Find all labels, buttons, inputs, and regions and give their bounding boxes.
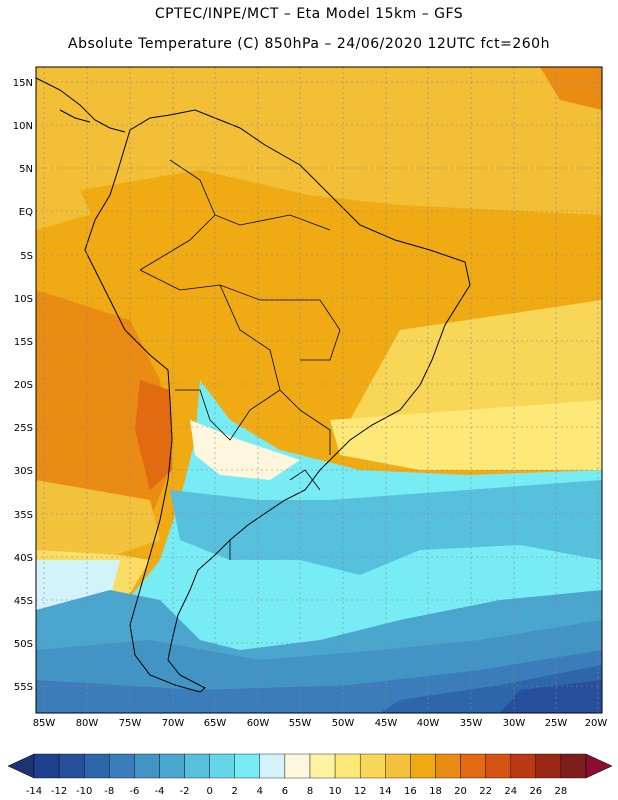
lat-label: 10S [14,294,33,305]
colorbar-label: 14 [379,786,392,797]
south-america-coastline [84,109,471,693]
colorbar: -14 -12 -10 -8 -6 -4 -2 0 2 4 6 8 10 12 14 16 18 20 22 24 26… [7,753,613,797]
temperature-field [36,67,602,713]
lat-label: 40S [14,553,33,564]
colorbar-swatch [334,753,361,779]
colorbar-swatch [284,753,311,779]
colorbar-label: 6 [282,786,288,797]
lon-label: 85W [33,718,56,729]
lat-label: 15N [13,78,33,89]
lat-label: 55S [14,682,33,693]
lon-label: 30W [503,718,526,729]
colorbar-swatch [460,753,486,779]
colorbar-swatch [485,753,511,779]
colorbar-label: 28 [555,786,568,797]
colorbar-swatch [234,753,261,779]
colorbar-label: 12 [354,786,367,797]
colorbar-swatch [134,753,160,779]
colorbar-swatch [435,753,461,779]
colorbar-label: -6 [129,786,139,797]
lon-label: 70W [162,718,185,729]
lon-label: 75W [119,718,142,729]
colorbar-swatch [159,753,185,779]
colorbar-label: 16 [404,786,417,797]
lon-label: 80W [76,718,99,729]
colorbar-swatch [184,753,210,779]
colorbar-swatch [359,753,386,779]
lat-label: 10N [13,121,33,132]
colorbar-swatch [535,753,562,779]
lat-label: 5N [19,164,33,175]
lon-label: 55W [289,718,312,729]
lon-label: 35W [460,718,483,729]
colorbar-swatch [209,753,235,779]
colorbar-label: 2 [232,786,238,797]
lat-label: 35S [14,510,33,521]
colorbar-label: 26 [529,786,542,797]
country-borders [139,159,341,560]
lat-label: 50S [14,639,33,650]
lon-label: 40W [417,718,440,729]
colorbar-label: -4 [154,786,164,797]
colorbar-swatch [510,753,537,779]
map-title: CPTEC/INPE/MCT – Eta Model 15km – GFS [154,6,464,22]
lat-label: EQ [19,207,33,218]
colorbar-label: 24 [504,786,517,797]
colorbar-under-triangle [7,753,35,779]
map-frame [35,66,603,714]
colorbar-label: -2 [180,786,190,797]
colorbar-label: 18 [429,786,442,797]
colorbar-swatch [385,753,411,779]
lat-label: 45S [14,596,33,607]
colorbar-label: 22 [479,786,492,797]
central-america-coastline [35,77,126,133]
lat-label: 15S [14,337,33,348]
colorbar-label: -8 [104,786,114,797]
lat-label: 25S [14,423,33,434]
colorbar-swatch [560,753,587,779]
colorbar-label: -12 [51,786,67,797]
colorbar-swatch [410,753,436,779]
lon-label: 65W [204,718,227,729]
graticule [36,67,602,713]
colorbar-label: 4 [257,786,263,797]
colorbar-swatch [109,753,135,779]
lon-label: 20W [585,718,608,729]
lon-label: 60W [247,718,270,729]
map-subtitle: Absolute Temperature (C) 850hPa – 24/06/… [68,36,550,52]
lat-label: 20S [14,380,33,391]
colorbar-swatch [259,753,286,779]
lon-label: 45W [375,718,398,729]
colorbar-label: 20 [454,786,467,797]
colorbar-label: -10 [76,786,92,797]
lat-label: 30S [14,466,33,477]
colorbar-label: -14 [26,786,42,797]
latitude-axis: 15N 10N 5N EQ 5S 10S 15S 20S 25S 30S 35S… [13,78,33,693]
colorbar-swatch [33,753,60,779]
colorbar-over-triangle [585,753,613,779]
colorbar-swatch [309,753,336,779]
lon-label: 50W [332,718,355,729]
lat-label: 5S [20,251,33,262]
colorbar-label: 0 [206,786,212,797]
longitude-axis: 85W 80W 75W 70W 65W 60W 55W 50W 45W 40W … [33,718,608,729]
colorbar-label: 10 [329,786,342,797]
colorbar-label: 8 [307,786,313,797]
colorbar-swatch [58,753,85,779]
colorbar-swatch [83,753,110,779]
lon-label: 25W [545,718,568,729]
